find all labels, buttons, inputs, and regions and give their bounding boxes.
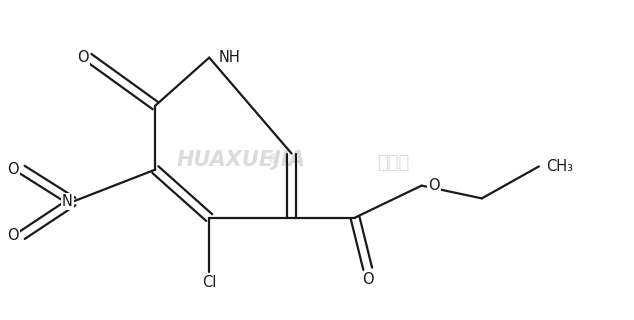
Text: O: O	[77, 50, 89, 65]
Text: O: O	[428, 178, 439, 193]
Text: O: O	[8, 228, 19, 243]
Text: HUAXUEJIA: HUAXUEJIA	[176, 150, 306, 170]
Text: ®: ®	[266, 154, 278, 166]
Text: N: N	[62, 194, 73, 209]
Text: O: O	[362, 272, 373, 287]
Text: Cl: Cl	[202, 275, 216, 290]
Text: NH: NH	[219, 50, 240, 65]
Text: 化学加: 化学加	[377, 154, 409, 172]
Text: O: O	[8, 162, 19, 177]
Text: CH₃: CH₃	[547, 159, 574, 174]
